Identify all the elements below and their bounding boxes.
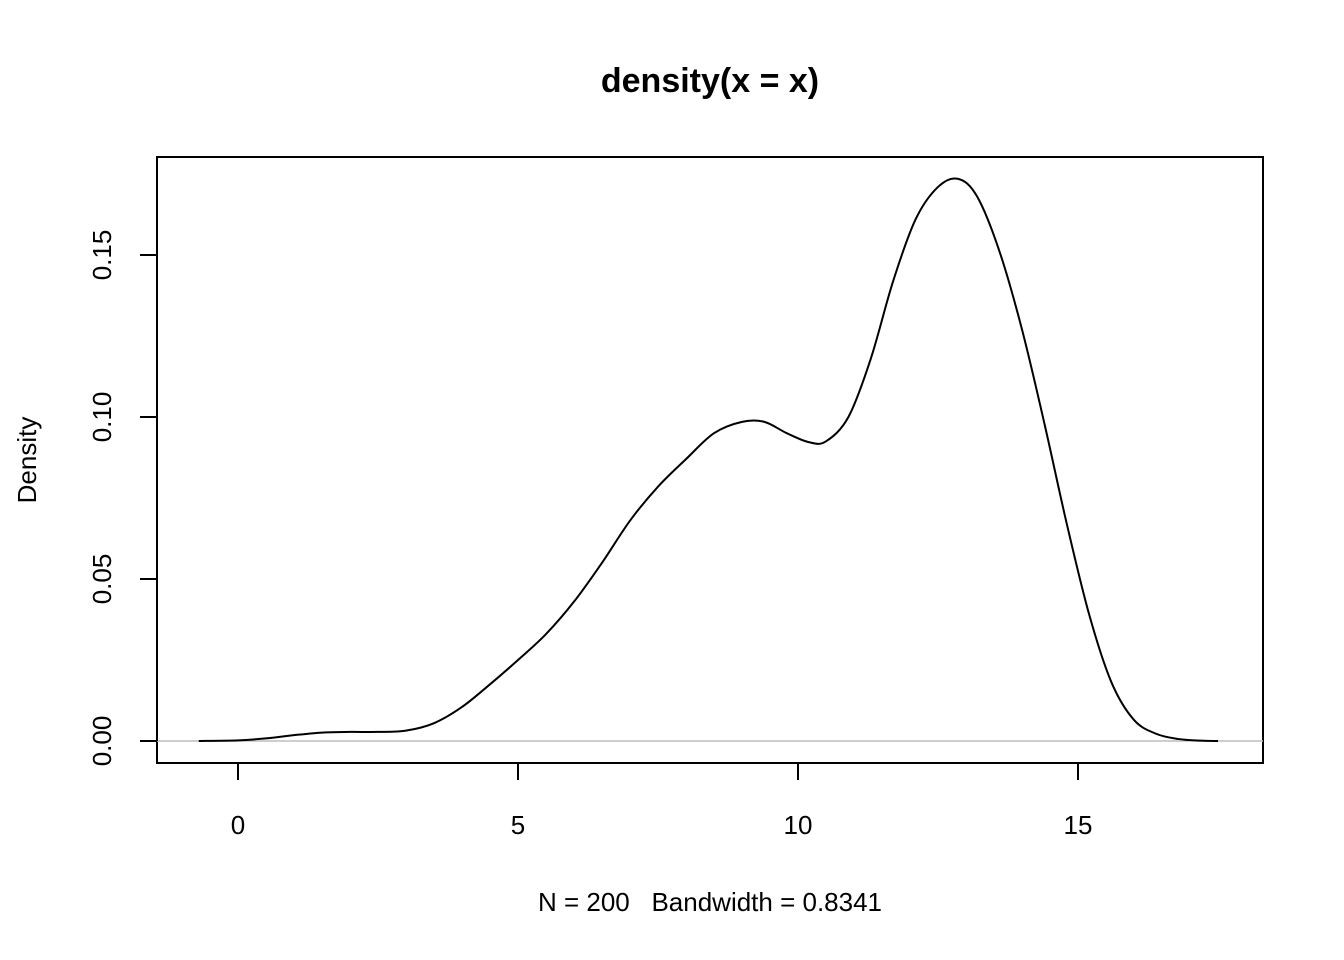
x-tick-label: 10 <box>784 810 813 840</box>
y-tick-label: 0.10 <box>87 392 117 443</box>
y-tick-label: 0.15 <box>87 230 117 281</box>
y-tick-label: 0.00 <box>87 716 117 767</box>
y-tick-label: 0.05 <box>87 554 117 605</box>
density-curve <box>198 177 1219 742</box>
y-axis: 0.00 0.05 0.10 0.15 <box>87 230 158 767</box>
chart-title: density(x = x) <box>601 62 819 100</box>
y-axis-label: Density <box>12 417 42 504</box>
x-axis: 0 5 10 15 <box>231 762 1093 840</box>
x-tick-label: 15 <box>1064 810 1093 840</box>
plot-frame <box>156 156 1264 764</box>
x-tick-label: 5 <box>511 810 525 840</box>
x-axis-label: N = 200 Bandwidth = 0.8341 <box>538 887 882 917</box>
x-tick-label: 0 <box>231 810 245 840</box>
